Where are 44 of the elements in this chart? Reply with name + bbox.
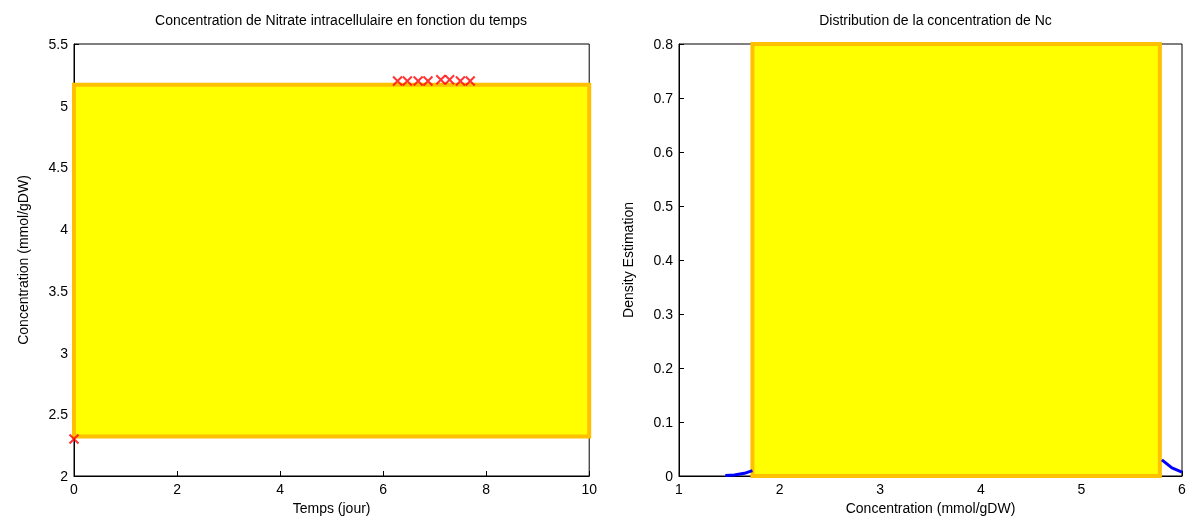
y-tick-label: 0.3 [653,306,674,322]
y-axis-title: Concentration (mmol/gDW) [15,175,31,345]
x-tick-label: 2 [173,481,182,497]
y-tick-label: 2.5 [48,406,69,423]
y-tick-label: 0.4 [653,252,674,268]
point [401,75,413,87]
x-tick-label: 4 [276,481,285,497]
point [444,74,456,86]
y-tick-label: 0.6 [653,144,674,160]
x-tick-label: 4 [976,481,985,497]
x-tick-label: 10 [581,481,598,497]
y-axis-title: Density Estimation [620,202,636,318]
chart-title: Distribution de la concentration de Nc [819,12,1052,28]
x-tick-label: 2 [775,481,784,497]
point [392,75,404,87]
x-tick-label: 0 [70,481,79,497]
y-tick-label: 0.1 [653,414,674,430]
y-tick-label: 0.2 [653,360,674,376]
point [422,75,434,87]
y-tick-label: 4 [60,221,69,238]
y-tick-label: 5.5 [48,36,69,52]
y-tick-label: 3.5 [48,282,69,299]
y-tick-label: 4.5 [48,159,69,176]
x-tick-label: 3 [876,481,885,497]
point [454,75,466,87]
point [464,75,476,87]
y-tick-label: 0.7 [653,90,674,106]
chart-title: Concentration de Nitrate intracellulaire en fonction du temps [155,12,527,28]
y-tick-label: 5 [60,97,69,114]
x-tick-label: 6 [379,481,388,497]
x-axis-title: Concentration (mmol/gDW) [845,499,1016,516]
x-tick-label: 8 [482,481,491,497]
y-tick-label: 0 [665,468,674,484]
y-tick-label: 0.5 [653,198,674,214]
x-tick-label: 1 [675,481,684,497]
point [435,74,447,86]
y-tick-label: 3 [60,344,69,361]
x-tick-label: 5 [1077,481,1086,497]
y-tick-label: 0.8 [653,36,674,52]
x-axis-title: Temps (jour) [292,499,371,516]
y-tick-label: 2 [60,468,69,484]
point [412,75,424,87]
x-tick-label: 6 [1178,481,1187,497]
point [68,433,80,445]
